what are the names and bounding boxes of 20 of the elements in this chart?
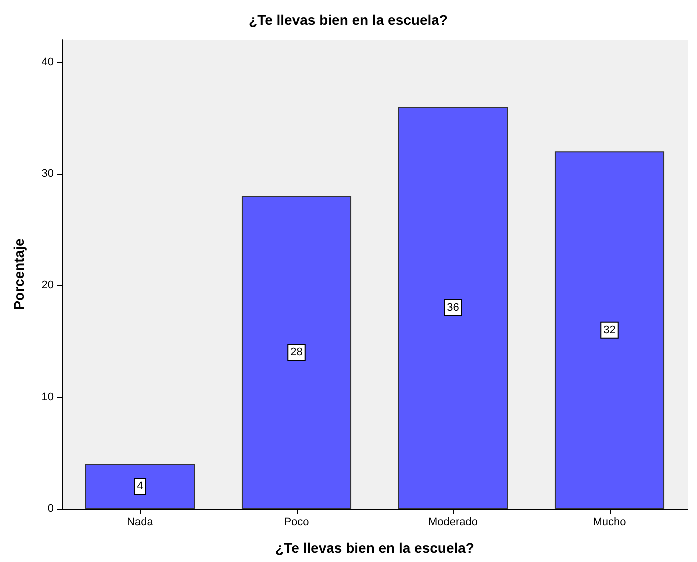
y-tick-label: 40 [42, 56, 54, 68]
y-axis-title: Porcentaje [11, 238, 27, 310]
bar [554, 152, 665, 509]
y-tick-label: 10 [42, 391, 54, 404]
data-label: 4 [137, 480, 144, 493]
x-tick-label: Mucho [593, 516, 626, 528]
bar [398, 107, 508, 509]
y-tick-label: 0 [48, 503, 54, 515]
data-label: 28 [290, 346, 303, 359]
x-tick-label: Nada [127, 516, 154, 528]
bar [242, 196, 352, 509]
x-tick-label: Poco [284, 516, 310, 528]
bar [85, 464, 196, 509]
data-label: 32 [604, 324, 616, 336]
x-axis-title: ¿Te llevas bien en la escuela? [276, 540, 474, 556]
y-tick-label: 20 [42, 280, 54, 292]
x-tick-label: Moderado [428, 516, 478, 528]
data-label: 36 [447, 302, 460, 314]
chart-title: ¿Te llevas bien en la escuela? [249, 12, 448, 28]
y-tick-label: 30 [42, 168, 54, 180]
